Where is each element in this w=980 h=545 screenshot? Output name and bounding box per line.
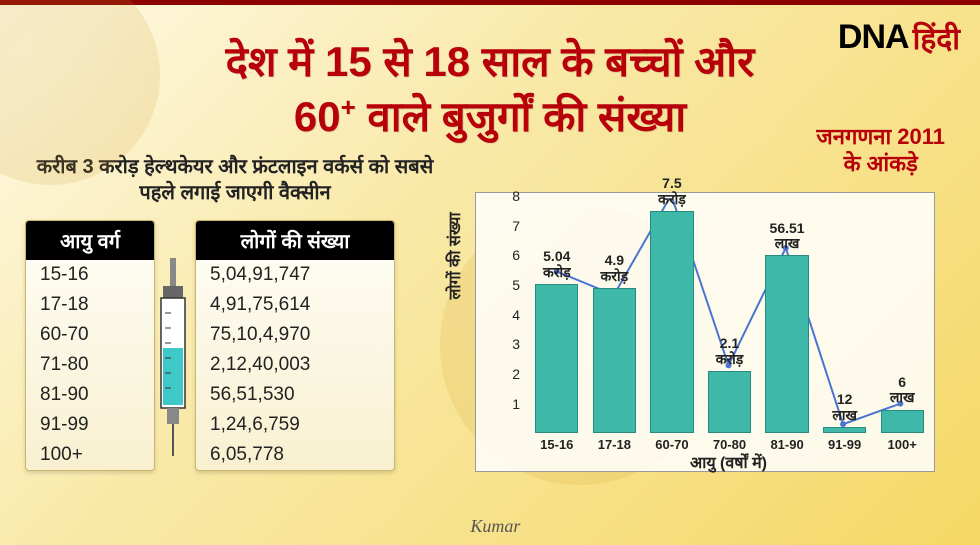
chart-bar (708, 371, 751, 433)
table-cell-age: 100+ (26, 440, 154, 470)
brand-logo: DNA हिंदी (838, 17, 960, 58)
bar-value-label: 7.5करोड़ (658, 176, 686, 207)
x-tick: 70-80 (713, 437, 746, 452)
bar-value-label: 56.51लाख (770, 221, 805, 252)
y-tick: 6 (512, 247, 520, 263)
chart-bar (881, 410, 924, 434)
bar-chart: लोगों की संख्या 12345678 5.04करोड़4.9करो… (475, 192, 935, 472)
table-cell-count: 4,91,75,614 (196, 290, 394, 320)
chart-bar (765, 255, 808, 433)
y-tick: 1 (512, 396, 520, 412)
bar-value-label: 5.04करोड़ (543, 249, 571, 280)
y-tick: 5 (512, 277, 520, 293)
x-tick: 15-16 (540, 437, 573, 452)
headline-line1: देश में 15 से 18 साल के बच्चों और (226, 38, 755, 85)
bar-value-label: 2.1करोड़ (716, 336, 744, 367)
chart-area: 5.04करोड़4.9करोड़7.5करोड़2.1करोड़56.51ला… (528, 198, 929, 433)
chart-bar (650, 211, 693, 433)
table-cell-count: 5,04,91,747 (196, 260, 394, 290)
y-tick: 8 (512, 188, 520, 204)
table-age-column: आयु वर्ग 15-1617-1860-7071-8081-9091-991… (25, 220, 155, 471)
data-table: आयु वर्ग 15-1617-1860-7071-8081-9091-991… (25, 220, 445, 471)
table-cell-age: 15-16 (26, 260, 154, 290)
table-cell-age: 91-99 (26, 410, 154, 440)
chart-bar (535, 284, 578, 433)
x-tick: 17-18 (598, 437, 631, 452)
bar-value-label: 6लाख (890, 375, 915, 406)
syringe-icon (153, 258, 193, 458)
y-tick: 2 (512, 366, 520, 382)
x-tick: 81-90 (770, 437, 803, 452)
y-tick: 3 (512, 336, 520, 352)
x-axis: आयु (वर्षों में) 15-16 17-18 60-70 70-80 81-… (528, 435, 929, 471)
artist-signature: Kumar (470, 516, 520, 537)
table-cell-count: 6,05,778 (196, 440, 394, 470)
headline-line2-pre: 60 (294, 93, 341, 140)
y-axis-label: लोगों की संख्या (443, 213, 465, 300)
logo-primary: DNA (838, 18, 909, 57)
table-cell-age: 71-80 (26, 350, 154, 380)
right-column: जनगणना 2011 के आंकड़े लोगों की संख्या 12… (475, 154, 955, 472)
headline-plus: + (341, 92, 356, 122)
headline-line2-post: वाले बुजुर्गों की संख्या (356, 93, 686, 140)
x-tick: 91-99 (828, 437, 861, 452)
table-cell-age: 81-90 (26, 380, 154, 410)
x-axis-label: आयु (वर्षों में) (690, 451, 767, 473)
table-cell-count: 56,51,530 (196, 380, 394, 410)
y-tick: 7 (512, 218, 520, 234)
table-cell-count: 1,24,6,759 (196, 410, 394, 440)
logo-secondary: हिंदी (913, 17, 960, 58)
table-cell-count: 75,10,4,970 (196, 320, 394, 350)
y-tick: 4 (512, 307, 520, 323)
bar-value-label: 4.9करोड़ (601, 253, 629, 284)
x-tick: 100+ (888, 437, 917, 452)
x-tick: 60-70 (655, 437, 688, 452)
chart-bar (823, 427, 866, 433)
table-count-column: लोगों की संख्या 5,04,91,7474,91,75,61475… (195, 220, 395, 471)
census-source: जनगणना 2011 के आंकड़े (816, 124, 945, 177)
table-cell-age: 60-70 (26, 320, 154, 350)
table-cell-age: 17-18 (26, 290, 154, 320)
table-cell-count: 2,12,40,003 (196, 350, 394, 380)
table-header-count: लोगों की संख्या (196, 221, 394, 260)
left-column: करीब 3 करोड़ हेल्थकेयर और फ्रंटलाइन वर्क… (25, 154, 445, 472)
table-header-age: आयु वर्ग (26, 221, 154, 260)
bar-value-label: 12लाख (832, 392, 857, 423)
y-axis: 12345678 (476, 198, 526, 433)
chart-bar (593, 288, 636, 433)
